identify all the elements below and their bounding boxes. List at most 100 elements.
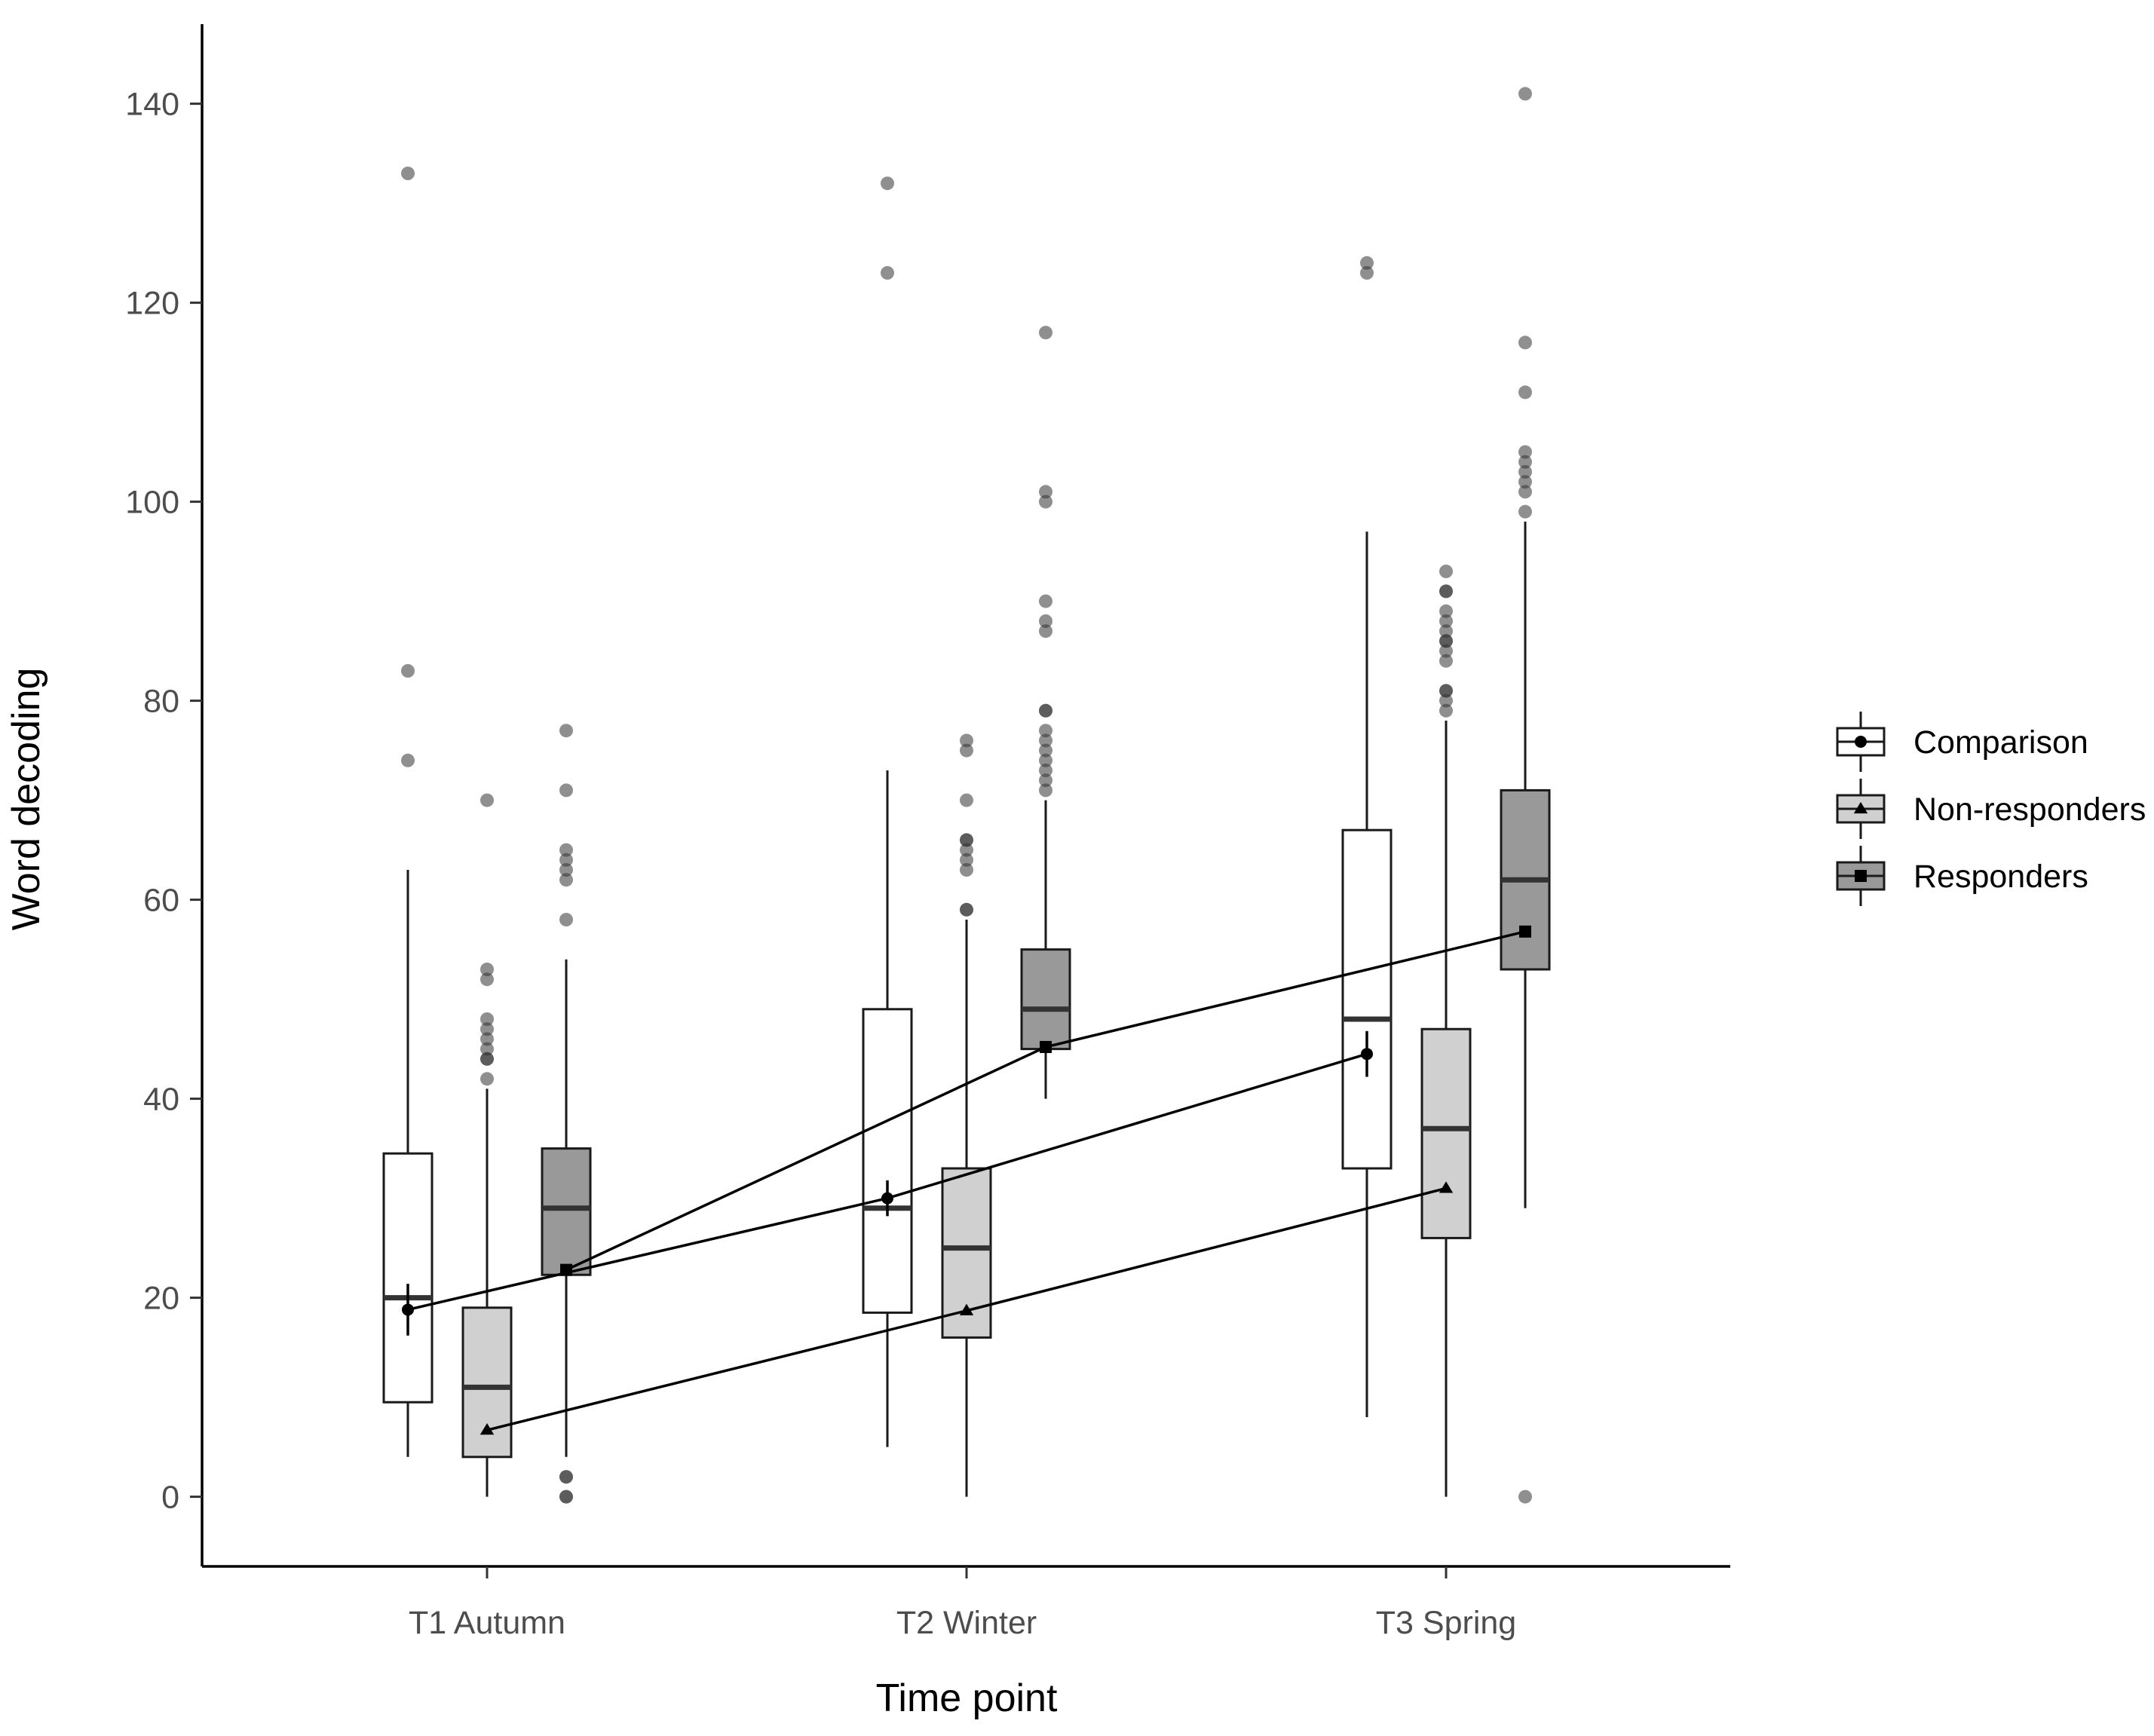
y-tick-label: 140 [125, 87, 179, 123]
y-tick-label: 60 [143, 883, 179, 919]
outlier-point-non-responders [960, 743, 973, 758]
mean-point-comparison [1361, 1048, 1373, 1061]
outlier-point-comparison [401, 167, 415, 180]
outlier-point-non-responders [960, 853, 973, 867]
outlier-point-comparison [1360, 266, 1374, 280]
outlier-point-non-responders [1439, 584, 1453, 599]
outlier-point-responders [1039, 485, 1052, 499]
axes: 0 20 40 60 80 100 120 140 T1 Autumn T2 Winter T3 S… [125, 24, 1730, 1641]
mean-point-non-responders [480, 1423, 495, 1435]
outlier-point-non-responders [480, 793, 494, 807]
outlier-point-responders [1039, 783, 1052, 798]
outlier-point-responders [1039, 624, 1052, 638]
outlier-point-non-responders [1439, 604, 1453, 618]
outlier-point-non-responders [480, 972, 494, 987]
outlier-point-non-responders [1439, 565, 1453, 578]
plot-area [382, 87, 1551, 1504]
x-axis-title: Time point [876, 1676, 1058, 1720]
outlier-point-non-responders [480, 1032, 494, 1046]
outlier-point-non-responders [1439, 614, 1453, 628]
outlier-point-non-responders [1439, 634, 1453, 648]
box-comparison [862, 1008, 913, 1314]
legend-marker-non-responders [1853, 801, 1868, 814]
outlier-point-non-responders [480, 1022, 494, 1036]
x-tick-label: T1 Autumn [409, 1605, 565, 1641]
mean-point-comparison [881, 1192, 893, 1205]
outlier-point-non-responders [480, 1072, 494, 1086]
outlier-point-non-responders [1439, 624, 1453, 638]
outlier-point-non-responders [480, 1052, 494, 1066]
outlier-point-responders [1039, 494, 1052, 509]
outlier-point-responders [1039, 614, 1052, 628]
mean-point-responders [560, 1263, 572, 1276]
outlier-point-responders [1039, 733, 1052, 748]
outlier-point-responders [1518, 465, 1532, 479]
outlier-point-responders [559, 1490, 573, 1504]
outlier-point-responders [1039, 326, 1052, 340]
y-tick-label: 20 [143, 1281, 179, 1317]
box-responders [1020, 948, 1071, 1051]
outlier-point-responders [1039, 764, 1052, 777]
outlier-point-comparison [1360, 256, 1374, 270]
outlier-point-responders [559, 843, 573, 857]
x-tick-label: T2 Winter [896, 1605, 1037, 1641]
y-tick-label: 100 [125, 485, 179, 521]
outlier-point-non-responders [960, 863, 973, 877]
mean-point-responders [1519, 925, 1531, 938]
outlier-point-responders [1518, 455, 1532, 469]
y-axis-title: Word decoding [5, 668, 48, 931]
outlier-point-responders [559, 783, 573, 798]
box-comparison [1341, 828, 1393, 1170]
box-non-responders [1420, 1027, 1472, 1239]
mean-point-comparison [402, 1303, 414, 1316]
outlier-point-responders [1039, 703, 1052, 718]
box-non-responders [941, 1167, 992, 1339]
outlier-point-comparison [881, 176, 894, 191]
legend-marker-responders [1855, 870, 1867, 882]
outlier-point-responders [559, 1470, 573, 1484]
outlier-point-non-responders [960, 833, 973, 847]
outlier-point-responders [1518, 1490, 1532, 1504]
y-tick-label: 40 [143, 1082, 179, 1118]
box-responders [541, 1147, 592, 1276]
x-tick-label: T3 Spring [1376, 1605, 1516, 1641]
mean-point-non-responders [959, 1303, 974, 1315]
outlier-point-responders [1039, 724, 1052, 738]
outlier-point-responders [1039, 773, 1052, 788]
legend-label-comparison: Comparison [1913, 724, 2088, 761]
y-tick-label: 80 [143, 684, 179, 720]
legend: Comparison Non-responders Responders [1836, 712, 2146, 906]
outlier-point-responders [559, 853, 573, 867]
outlier-point-responders [1039, 743, 1052, 758]
outlier-point-non-responders [960, 843, 973, 857]
outlier-point-responders [1518, 445, 1532, 459]
legend-label-non-responders: Non-responders [1913, 791, 2146, 828]
outlier-point-responders [1518, 385, 1532, 400]
outlier-point-non-responders [960, 902, 973, 917]
outlier-point-responders [1039, 594, 1052, 608]
outlier-point-responders [1039, 753, 1052, 767]
outlier-point-non-responders [480, 963, 494, 976]
outlier-point-responders [559, 724, 573, 738]
y-tick-label: 120 [125, 286, 179, 322]
outlier-point-non-responders [1439, 684, 1453, 698]
outlier-point-non-responders [1439, 693, 1453, 708]
outlier-point-non-responders [1439, 644, 1453, 658]
mean-point-responders [1040, 1040, 1052, 1053]
outlier-point-responders [1518, 485, 1532, 499]
outlier-point-responders [559, 873, 573, 887]
box-comparison [382, 1152, 434, 1404]
outlier-point-responders [559, 863, 573, 877]
outlier-point-non-responders [960, 793, 973, 807]
outlier-point-comparison [401, 664, 415, 678]
y-tick-label: 0 [161, 1480, 179, 1516]
outlier-point-responders [1518, 87, 1532, 101]
outlier-point-non-responders [1439, 703, 1453, 718]
outlier-point-responders [559, 913, 573, 926]
mean-point-non-responders [1439, 1181, 1454, 1193]
outlier-point-responders [1518, 475, 1532, 489]
outlier-point-non-responders [1439, 654, 1453, 668]
legend-label-responders: Responders [1913, 859, 2088, 895]
outlier-point-non-responders [960, 733, 973, 748]
